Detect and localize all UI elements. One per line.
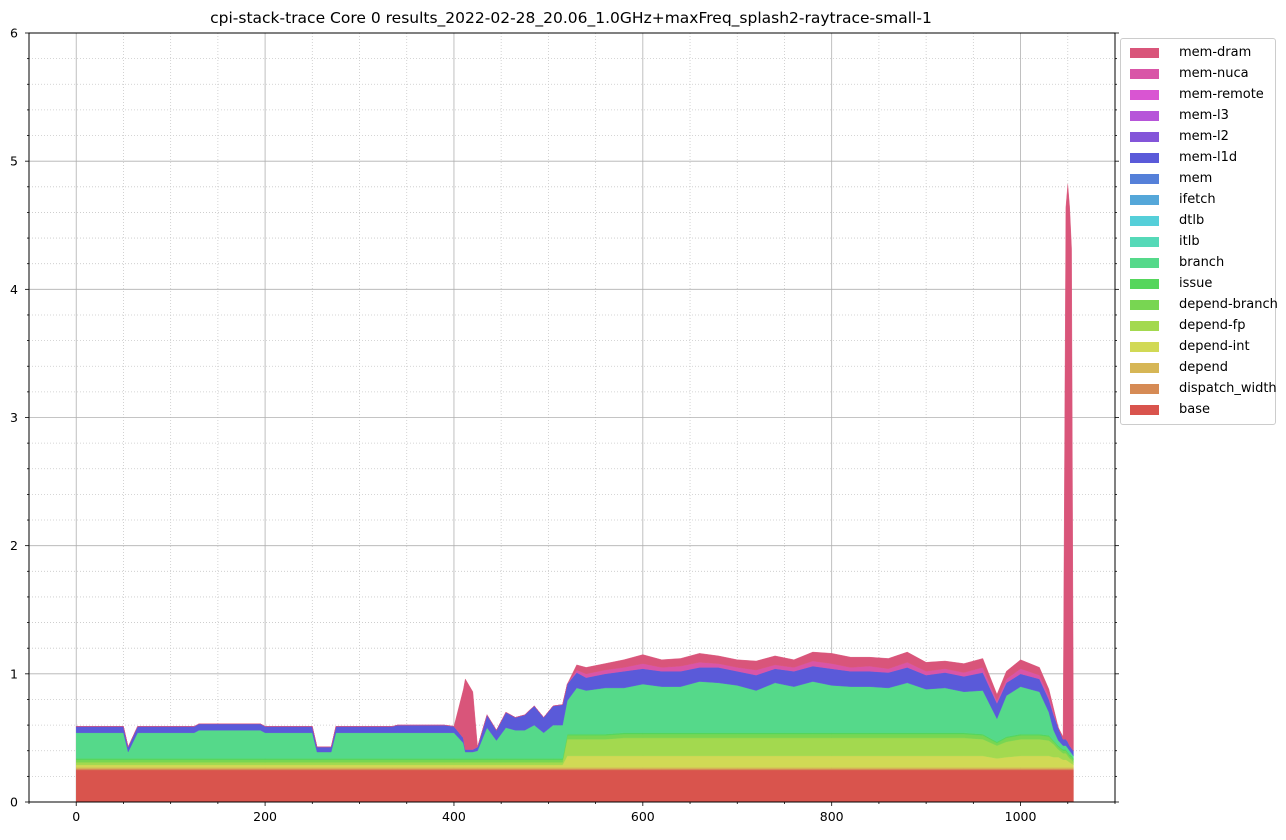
legend-swatch xyxy=(1130,195,1159,205)
legend-swatch xyxy=(1130,300,1159,310)
legend-item-depend: depend xyxy=(1121,357,1275,378)
legend-item-depend-branch: depend-branch xyxy=(1121,294,1278,315)
legend-swatch xyxy=(1130,48,1159,58)
legend: mem-dram mem-nuca mem-remote mem-l3 mem-l2 me… xyxy=(1120,38,1278,425)
legend-label: mem xyxy=(1179,171,1213,186)
legend-label: depend-branch xyxy=(1179,297,1278,312)
legend-swatch xyxy=(1130,258,1159,268)
legend-swatch xyxy=(1130,111,1159,121)
legend-label: depend-fp xyxy=(1179,318,1246,333)
y-tick-label: 5 xyxy=(10,154,18,169)
y-tick-label: 3 xyxy=(10,410,18,425)
legend-label: depend-int xyxy=(1179,339,1250,354)
chart-title: cpi-stack-trace Core 0 results_2022-02-2… xyxy=(210,9,932,28)
x-tick-label: 0 xyxy=(72,809,80,824)
legend-swatch xyxy=(1130,174,1159,184)
legend-swatch xyxy=(1130,321,1159,331)
legend-label: mem-l2 xyxy=(1179,129,1229,144)
legend-item-mem-l1d: mem-l1d xyxy=(1121,147,1275,168)
legend-label: depend xyxy=(1179,360,1228,375)
legend-swatch xyxy=(1130,384,1159,394)
legend-item-mem: mem xyxy=(1121,168,1275,189)
legend-item-branch: branch xyxy=(1121,252,1275,273)
legend-label: itlb xyxy=(1179,234,1200,249)
legend-swatch xyxy=(1130,279,1159,289)
legend-swatch xyxy=(1130,69,1159,79)
y-tick-label: 0 xyxy=(10,795,18,810)
legend-item-depend-int: depend-int xyxy=(1121,336,1275,357)
legend-item-mem-l3: mem-l3 xyxy=(1121,105,1275,126)
y-tick-label: 1 xyxy=(10,666,18,681)
legend-item-dtlb: dtlb xyxy=(1121,210,1275,231)
y-tick-label: 4 xyxy=(10,282,18,297)
legend-label: mem-nuca xyxy=(1179,66,1249,81)
legend-item-mem-l2: mem-l2 xyxy=(1121,126,1275,147)
legend-swatch xyxy=(1130,237,1159,247)
legend-item-mem-nuca: mem-nuca xyxy=(1121,63,1275,84)
legend-label: base xyxy=(1179,402,1210,417)
legend-item-base: base xyxy=(1121,399,1275,420)
legend-label: issue xyxy=(1179,276,1213,291)
legend-label: mem-remote xyxy=(1179,87,1264,102)
legend-item-depend-fp: depend-fp xyxy=(1121,315,1275,336)
legend-swatch xyxy=(1130,363,1159,373)
x-tick-label: 200 xyxy=(253,809,277,824)
x-axis-ticks: 0 200 400 600 800 1000 xyxy=(28,802,1116,824)
legend-label: mem-l3 xyxy=(1179,108,1229,123)
legend-item-ifetch: ifetch xyxy=(1121,189,1275,210)
x-tick-label: 1000 xyxy=(1005,809,1037,824)
area-mem-dram xyxy=(76,184,1074,752)
legend-swatch xyxy=(1130,132,1159,142)
legend-label: dtlb xyxy=(1179,213,1205,228)
x-tick-label: 400 xyxy=(442,809,466,824)
stacked-areas xyxy=(76,184,1074,803)
legend-label: branch xyxy=(1179,255,1225,270)
legend-swatch xyxy=(1130,342,1159,352)
x-tick-label: 600 xyxy=(631,809,655,824)
legend-label: mem-l1d xyxy=(1179,150,1238,165)
y-tick-label: 6 xyxy=(10,26,18,41)
legend-swatch xyxy=(1130,153,1159,163)
legend-item-mem-dram: mem-dram xyxy=(1121,42,1275,63)
y-axis-ticks: 0 1 2 3 4 5 6 xyxy=(10,26,1119,810)
legend-item-issue: issue xyxy=(1121,273,1275,294)
x-tick-label: 800 xyxy=(820,809,844,824)
y-tick-label: 2 xyxy=(10,538,18,553)
legend-swatch xyxy=(1130,405,1159,415)
legend-item-mem-remote: mem-remote xyxy=(1121,84,1275,105)
legend-item-dispatch_width: dispatch_width xyxy=(1121,378,1277,399)
legend-label: mem-dram xyxy=(1179,45,1252,60)
legend-label: dispatch_width xyxy=(1179,381,1277,396)
legend-item-itlb: itlb xyxy=(1121,231,1275,252)
legend-swatch xyxy=(1130,216,1159,226)
area-base xyxy=(76,769,1074,803)
legend-label: ifetch xyxy=(1179,192,1216,207)
legend-swatch xyxy=(1130,90,1159,100)
